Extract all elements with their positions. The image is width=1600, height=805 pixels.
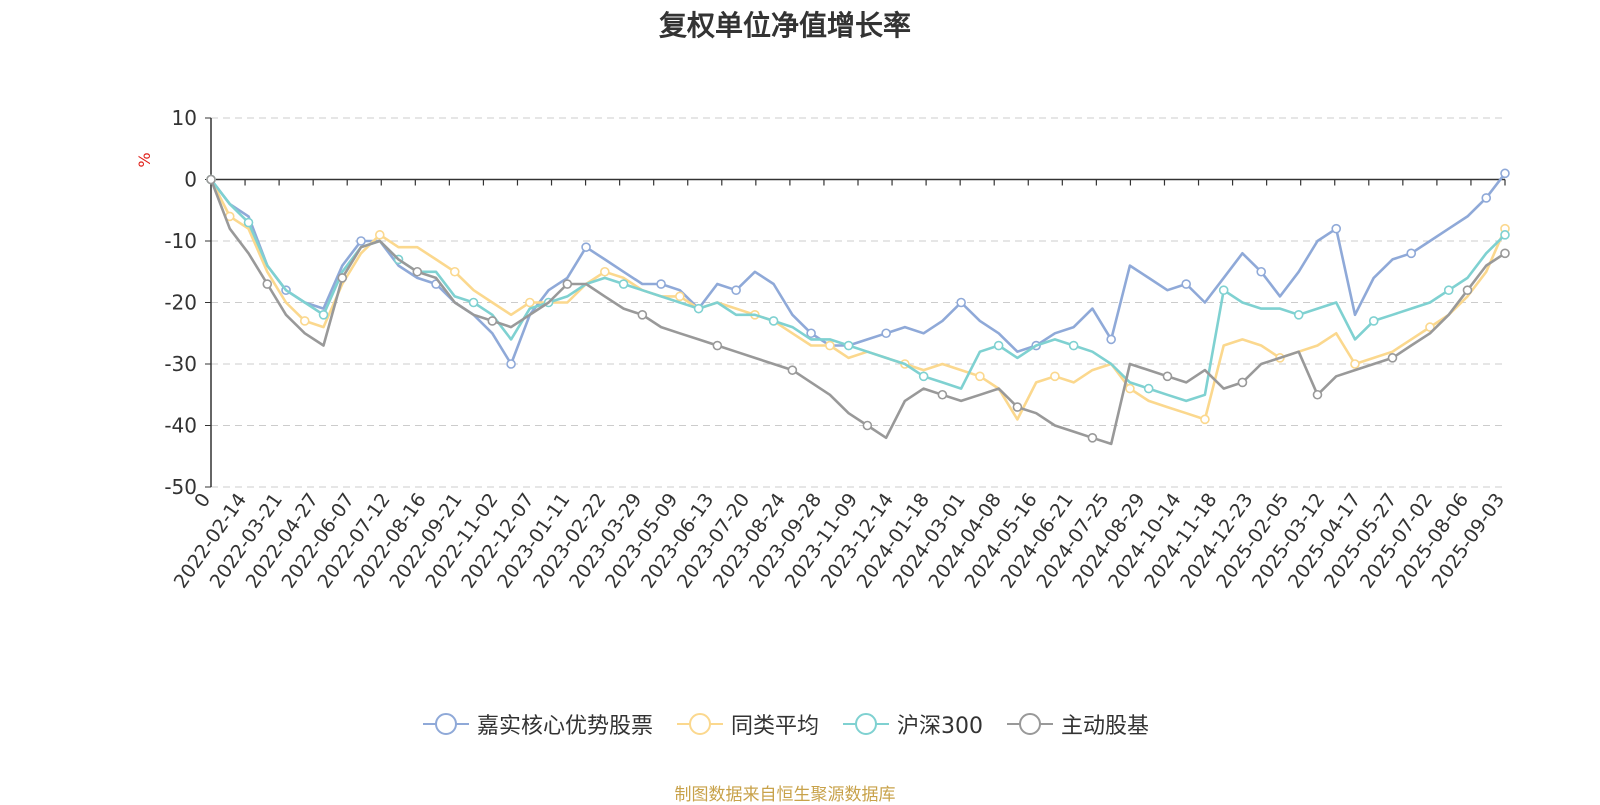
- legend-label: 嘉实核心优势股票: [476, 714, 653, 739]
- data-point: [918, 371, 929, 382]
- data-point: [412, 266, 423, 277]
- legend: 嘉实核心优势股票 同类平均 沪深300 主动股基: [0, 708, 1570, 740]
- data-point: [1462, 285, 1473, 296]
- data-point: [825, 340, 835, 351]
- data-point: [337, 273, 348, 283]
- data-point: [206, 174, 216, 185]
- data-point: [1143, 383, 1154, 394]
- data-point: [881, 328, 891, 339]
- data-point: [1237, 377, 1248, 388]
- data-point: [618, 279, 629, 289]
- data-point: [693, 303, 704, 314]
- data-point: [525, 297, 535, 308]
- data-point: [1256, 266, 1267, 277]
- line-chart: 100-10-20-30-40-5002022-02-142022-03-212…: [135, 106, 1510, 592]
- data-point: [768, 316, 779, 326]
- data-point: [299, 316, 310, 326]
- series-layer: [206, 168, 1510, 446]
- data-point: [993, 340, 1004, 351]
- y-tick-label: 0: [184, 168, 197, 192]
- data-point: [1350, 359, 1360, 369]
- legend-swatch-icon: [422, 713, 469, 735]
- chart-title: 复权单位净值增长率: [658, 9, 911, 42]
- data-point: [862, 420, 873, 431]
- data-point: [243, 217, 254, 228]
- data-point: [787, 365, 798, 375]
- data-point: [1012, 402, 1023, 412]
- legend-item-2[interactable]: 同类平均: [675, 708, 819, 740]
- data-point: [1293, 309, 1304, 320]
- data-point: [1443, 285, 1454, 296]
- series-line-4: [209, 179, 1506, 446]
- data-point: [1425, 322, 1435, 332]
- series-line-2: [209, 178, 1507, 421]
- legend-label: 同类平均: [730, 714, 819, 739]
- data-point: [675, 291, 685, 302]
- data-point: [1106, 334, 1116, 345]
- data-point: [1387, 353, 1398, 363]
- x-tick-label: 0: [190, 489, 215, 512]
- data-point: [374, 230, 385, 240]
- data-point: [956, 297, 966, 308]
- y-tick-label: -40: [164, 414, 197, 438]
- series-line-1: [209, 172, 1507, 366]
- data-point: [731, 285, 741, 296]
- y-axis-label: %: [135, 152, 154, 167]
- data-point: [637, 309, 648, 320]
- legend-item-3[interactable]: 沪深300: [841, 708, 983, 740]
- y-tick-label: -20: [164, 291, 197, 315]
- data-point: [1368, 316, 1379, 326]
- data-point: [1068, 340, 1079, 351]
- data-point: [1200, 414, 1210, 425]
- data-point: [1331, 223, 1342, 234]
- data-point: [1500, 248, 1510, 259]
- data-point: [1050, 371, 1060, 382]
- data-point: [487, 316, 498, 326]
- data-point: [318, 309, 329, 320]
- data-point: [1125, 383, 1135, 394]
- legend-item-4[interactable]: 主动股基: [1005, 708, 1149, 740]
- legend-swatch-icon: [843, 713, 889, 735]
- data-point: [1481, 193, 1492, 203]
- grid-layer: [211, 117, 1505, 488]
- legend-label: 沪深300: [897, 714, 983, 739]
- series-line-3: [209, 178, 1506, 403]
- legend-swatch-icon: [676, 713, 723, 735]
- data-point: [1406, 248, 1417, 259]
- data-point: [1500, 230, 1510, 240]
- source-note: 制图数据来自恒生聚源数据库: [674, 785, 896, 805]
- legend-label: 主动股基: [1061, 714, 1150, 739]
- data-point: [506, 359, 516, 369]
- y-tick-label: 10: [172, 106, 197, 130]
- data-point: [937, 389, 948, 400]
- data-point: [1087, 432, 1098, 443]
- data-point: [843, 340, 854, 351]
- data-point: [356, 236, 366, 246]
- data-point: [449, 266, 460, 277]
- y-tick-label: -10: [164, 229, 197, 253]
- data-point: [712, 340, 723, 351]
- legend-item-1[interactable]: 嘉实核心优势股票: [421, 708, 653, 740]
- data-point: [1162, 371, 1173, 382]
- legend-swatch-icon: [1007, 713, 1053, 735]
- data-point: [1312, 389, 1323, 400]
- data-point: [806, 328, 816, 339]
- data-point: [262, 279, 273, 289]
- y-tick-label: -50: [164, 475, 197, 499]
- data-point: [600, 266, 610, 277]
- data-point: [975, 371, 985, 382]
- data-point: [468, 297, 479, 308]
- y-tick-label: -30: [164, 352, 197, 376]
- data-point: [1218, 285, 1229, 296]
- data-point: [656, 279, 666, 289]
- data-point: [1181, 279, 1191, 289]
- data-point: [1500, 168, 1510, 179]
- data-point: [562, 279, 573, 289]
- data-point: [581, 242, 591, 252]
